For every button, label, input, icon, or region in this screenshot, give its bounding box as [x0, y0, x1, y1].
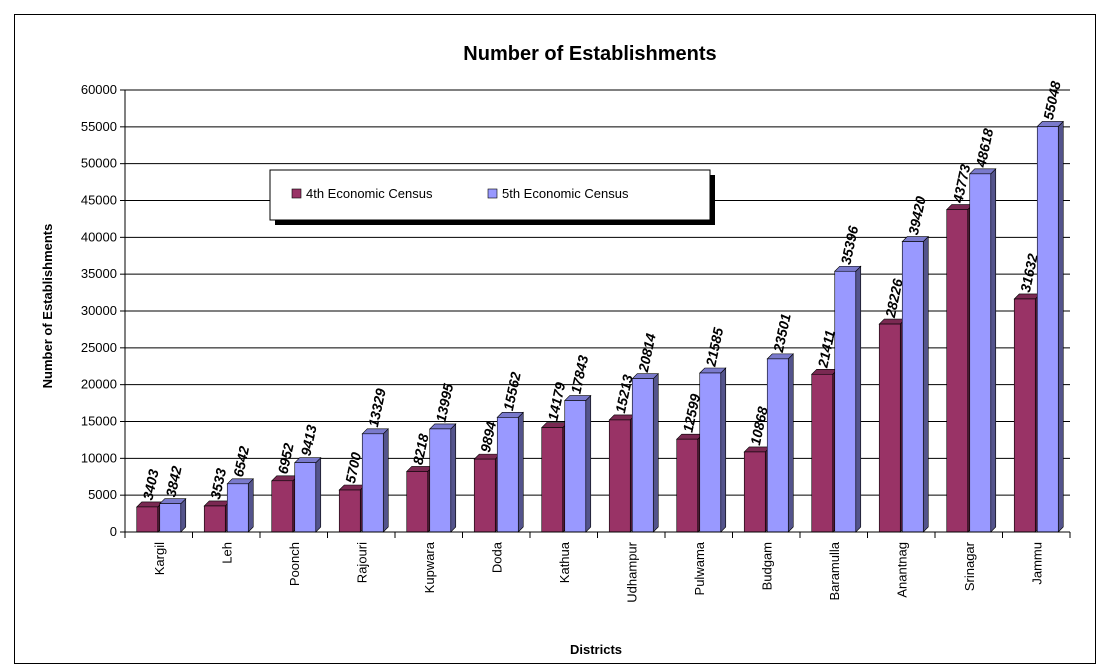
- bar-5th-kargil: [159, 497, 187, 533]
- legend-swatch: [291, 188, 302, 199]
- category-label-baramulla: Baramulla: [827, 541, 842, 600]
- bar-5th-pulwama: [699, 367, 727, 533]
- y-tick-label: 40000: [81, 229, 117, 244]
- data-label: 15213: [612, 373, 636, 415]
- legend-label: 5th Economic Census: [502, 186, 629, 201]
- data-label: 3403: [140, 468, 162, 502]
- x-axis-categories: Kargil Leh Poonch Rajouri Kupwara Doda Kathua U…: [124, 532, 1071, 603]
- category-label-jammu: Jammu: [1029, 542, 1044, 585]
- category-label-anantnag: Anantnag: [894, 542, 909, 598]
- y-axis-title: Number of Establishments: [40, 224, 55, 389]
- bar-5th-srinagar: [969, 168, 997, 533]
- data-label: 21585: [702, 326, 726, 369]
- category-label-udhampur: Udhampur: [624, 541, 639, 602]
- legend-label: 4th Economic Census: [306, 186, 433, 201]
- y-tick-label: 0: [110, 524, 117, 539]
- bar-4th-pulwama: [676, 433, 704, 533]
- bar-4th-kupwara: [406, 465, 434, 533]
- data-label: 3842: [163, 464, 185, 498]
- y-tick-label: 50000: [81, 156, 117, 171]
- data-label: 6952: [275, 441, 297, 475]
- x-axis-title: Districts: [570, 642, 622, 657]
- data-label: 15562: [500, 370, 524, 412]
- data-label: 20814: [635, 332, 659, 375]
- bar-4th-anantnag: [878, 318, 906, 533]
- data-label: 13995: [433, 382, 457, 424]
- bar-5th-kathua: [564, 394, 592, 533]
- bar-5th-jammu: [1036, 120, 1064, 533]
- category-label-pulwama: Pulwama: [692, 541, 707, 595]
- y-tick-label: 25000: [81, 340, 117, 355]
- data-label: 9894: [477, 420, 499, 454]
- category-label-srinagar: Srinagar: [962, 541, 977, 591]
- category-label-budgam: Budgam: [759, 542, 774, 590]
- category-label-doda: Doda: [489, 541, 504, 573]
- y-tick-label: 30000: [81, 303, 117, 318]
- category-label-leh: Leh: [219, 542, 234, 564]
- legend-swatch: [487, 188, 498, 199]
- bar-4th-udhampur: [608, 414, 636, 533]
- data-label: 6542: [230, 444, 252, 478]
- data-label: 10868: [747, 405, 771, 447]
- y-tick-label: 35000: [81, 266, 117, 281]
- bar-4th-rajouri: [338, 484, 366, 533]
- bars: [136, 120, 1064, 533]
- category-label-kargil: Kargil: [152, 542, 167, 575]
- bar-5th-anantnag: [901, 235, 929, 533]
- bar-5th-doda: [496, 411, 524, 533]
- data-label: 48618: [972, 127, 996, 170]
- data-label: 21411: [814, 328, 838, 370]
- bar-5th-rajouri: [361, 428, 389, 533]
- data-labels: 3403 3533 6952 5700 8218 9894 14179 15213 12599 1…: [140, 79, 1064, 501]
- bar-5th-udhampur: [631, 372, 659, 533]
- data-label: 12599: [680, 392, 704, 434]
- bar-4th-doda: [473, 453, 501, 533]
- y-tick-label: 55000: [81, 119, 117, 134]
- data-label: 17843: [568, 354, 592, 396]
- category-label-poonch: Poonch: [287, 542, 302, 586]
- bar-4th-poonch: [271, 475, 299, 533]
- data-label: 31632: [1017, 252, 1041, 294]
- bar-4th-srinagar: [946, 203, 974, 533]
- bar-5th-poonch: [294, 456, 322, 533]
- y-tick-label: 10000: [81, 450, 117, 465]
- data-label: 9413: [298, 423, 320, 457]
- data-label: 14179: [545, 381, 569, 423]
- bar-4th-budgam: [743, 446, 771, 533]
- y-tick-label: 45000: [81, 193, 117, 208]
- legend: 4th Economic Census 5th Economic Census: [269, 169, 715, 225]
- data-label: 39420: [905, 195, 929, 237]
- bar-4th-kargil: [136, 501, 164, 533]
- data-label: 8218: [410, 432, 432, 466]
- bar-4th-kathua: [541, 421, 569, 533]
- bar-5th-budgam: [766, 353, 794, 533]
- category-label-kathua: Kathua: [557, 541, 572, 583]
- bar-5th-kupwara: [429, 423, 457, 533]
- category-label-kupwara: Kupwara: [422, 541, 437, 593]
- y-tick-label: 20000: [81, 377, 117, 392]
- data-label: 13329: [365, 387, 389, 429]
- bar-5th-leh: [226, 478, 254, 533]
- y-axis-ticks: 0 5000 10000 15000 20000 25000 30000 35000 40000…: [81, 82, 125, 539]
- y-tick-label: 15000: [81, 414, 117, 429]
- category-label-rajouri: Rajouri: [354, 542, 369, 583]
- data-label: 5700: [342, 451, 364, 485]
- chart-title: Number of Establishments: [463, 43, 716, 65]
- bar-5th-baramulla: [834, 265, 862, 533]
- y-tick-label: 60000: [81, 82, 117, 97]
- y-tick-label: 5000: [88, 487, 117, 502]
- data-label: 35396: [838, 224, 862, 266]
- data-label: 55048: [1040, 79, 1064, 121]
- data-label: 3533: [207, 467, 229, 501]
- bar-4th-jammu: [1013, 293, 1041, 533]
- bar-4th-leh: [203, 500, 231, 533]
- bar-4th-baramulla: [811, 368, 839, 533]
